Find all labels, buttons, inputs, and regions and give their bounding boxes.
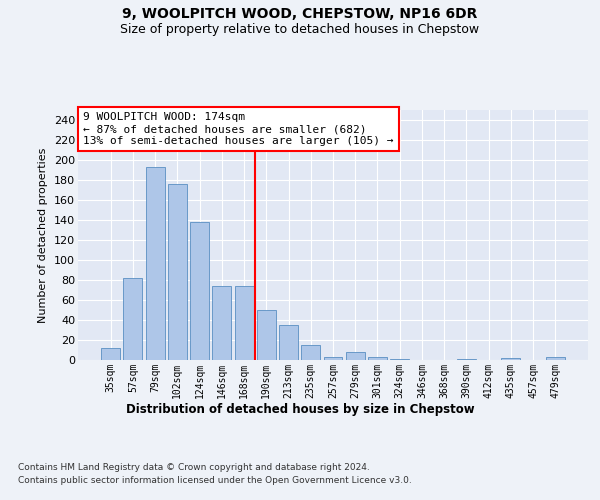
Bar bbox=[390, 359, 409, 360]
Bar bbox=[502, 358, 520, 360]
Bar bbox=[212, 286, 231, 360]
Bar bbox=[301, 345, 320, 360]
Text: Contains HM Land Registry data © Crown copyright and database right 2024.: Contains HM Land Registry data © Crown c… bbox=[18, 462, 370, 471]
Bar bbox=[124, 278, 142, 360]
Bar bbox=[457, 359, 476, 360]
Bar bbox=[346, 352, 365, 360]
Text: Distribution of detached houses by size in Chepstow: Distribution of detached houses by size … bbox=[125, 402, 475, 415]
Bar bbox=[101, 348, 120, 360]
Bar bbox=[257, 310, 276, 360]
Y-axis label: Number of detached properties: Number of detached properties bbox=[38, 148, 49, 322]
Text: Size of property relative to detached houses in Chepstow: Size of property relative to detached ho… bbox=[121, 22, 479, 36]
Bar bbox=[323, 357, 343, 360]
Bar bbox=[279, 325, 298, 360]
Bar bbox=[368, 357, 387, 360]
Text: 9 WOOLPITCH WOOD: 174sqm
← 87% of detached houses are smaller (682)
13% of semi-: 9 WOOLPITCH WOOD: 174sqm ← 87% of detach… bbox=[83, 112, 394, 146]
Bar bbox=[146, 167, 164, 360]
Bar bbox=[190, 222, 209, 360]
Bar bbox=[546, 357, 565, 360]
Text: 9, WOOLPITCH WOOD, CHEPSTOW, NP16 6DR: 9, WOOLPITCH WOOD, CHEPSTOW, NP16 6DR bbox=[122, 8, 478, 22]
Text: Contains public sector information licensed under the Open Government Licence v3: Contains public sector information licen… bbox=[18, 476, 412, 485]
Bar bbox=[235, 286, 254, 360]
Bar bbox=[168, 184, 187, 360]
